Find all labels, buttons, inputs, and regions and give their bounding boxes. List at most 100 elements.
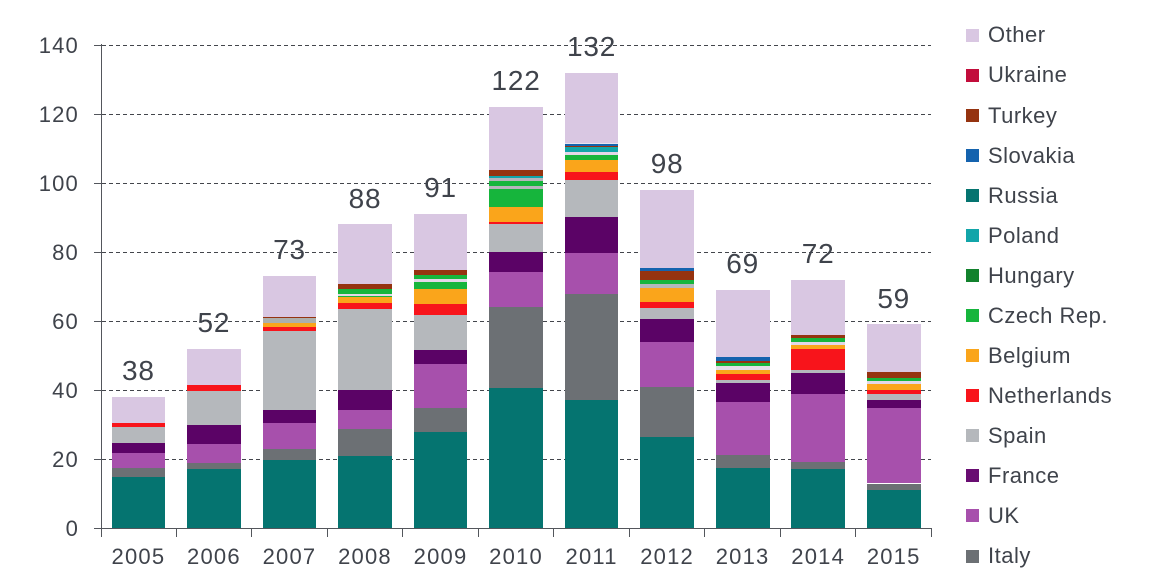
segment-2011-uk[interactable] [564, 253, 619, 295]
segment-2013-russia[interactable] [715, 467, 770, 528]
segment-2012-hungary[interactable] [640, 280, 694, 285]
segment-2010-netherlands[interactable] [489, 221, 543, 225]
segment-2013-netherlands[interactable] [715, 374, 770, 380]
segment-2015-spain[interactable] [866, 394, 921, 400]
segment-2008-turkey[interactable] [338, 284, 392, 289]
segment-2009-czech-rep-[interactable] [413, 281, 468, 289]
segment-2012-uk[interactable] [640, 342, 694, 388]
segment-2015-czech-rep-[interactable] [866, 380, 921, 385]
segment-2014-russia[interactable] [791, 468, 846, 528]
segment-2009-france[interactable] [413, 350, 468, 364]
segment-2006-france[interactable] [187, 425, 241, 445]
segment-2015-hungary[interactable] [866, 378, 921, 381]
segment-2010-russia[interactable] [489, 387, 543, 528]
segment-2012-netherlands[interactable] [640, 302, 694, 308]
segment-2014-czech-rep-[interactable] [791, 342, 846, 346]
segment-2008-czech-rep-[interactable] [338, 295, 392, 298]
segment-2011-hungary[interactable] [564, 151, 619, 155]
segment-2005-netherlands[interactable] [111, 423, 166, 427]
segment-2011-russia[interactable] [564, 400, 619, 528]
segment-2013-italy[interactable] [715, 454, 770, 468]
segment-2014-italy[interactable] [791, 462, 846, 469]
segment-2015-france[interactable] [866, 400, 921, 408]
segment-2007-netherlands[interactable] [262, 326, 317, 331]
segment-2008-italy[interactable] [338, 428, 392, 457]
segment-2008-hungary[interactable] [338, 288, 392, 294]
segment-2014-hungary[interactable] [791, 338, 846, 343]
segment-2007-belgium[interactable] [262, 323, 317, 327]
segment-2008-hungary[interactable] [338, 293, 392, 296]
bar-2014[interactable] [791, 279, 846, 528]
segment-2010-italy[interactable] [489, 306, 543, 388]
segment-2010-belgium[interactable] [489, 207, 543, 222]
segment-2008-other[interactable] [338, 224, 392, 285]
segment-2009-hungary[interactable] [413, 279, 468, 282]
segment-2013-france[interactable] [715, 383, 770, 403]
segment-2006-russia[interactable] [187, 469, 241, 528]
segment-2010-spain[interactable] [489, 224, 543, 253]
segment-2007-hungary[interactable] [262, 317, 317, 324]
segment-2007-other[interactable] [262, 276, 317, 317]
bar-2009[interactable] [413, 214, 468, 528]
segment-2015-other[interactable] [866, 324, 921, 373]
segment-2012-france[interactable] [640, 318, 694, 343]
segment-2010-france[interactable] [489, 252, 543, 273]
segment-2008-france[interactable] [338, 389, 392, 410]
segment-2011-belgium[interactable] [564, 159, 619, 172]
segment-2009-other[interactable] [413, 214, 468, 271]
segment-2009-turkey[interactable] [413, 270, 468, 276]
segment-2014-france[interactable] [791, 373, 846, 395]
segment-2015-netherlands[interactable] [866, 389, 921, 395]
segment-2007-turkey[interactable] [262, 316, 317, 318]
segment-2009-russia[interactable] [413, 432, 468, 528]
segment-2011-other[interactable] [564, 72, 619, 143]
bar-2015[interactable] [866, 324, 921, 528]
segment-2015-russia[interactable] [866, 490, 921, 528]
segment-2006-other[interactable] [187, 348, 241, 385]
segment-2008-russia[interactable] [338, 456, 392, 528]
segment-2012-russia[interactable] [640, 436, 694, 528]
bar-2007[interactable] [262, 276, 317, 528]
segment-2006-spain[interactable] [187, 391, 241, 426]
segment-2007-italy[interactable] [262, 448, 317, 461]
segment-2011-czech-rep-[interactable] [564, 154, 619, 160]
segment-2015-turkey[interactable] [866, 372, 921, 379]
segment-2007-spain[interactable] [262, 331, 317, 410]
segment-2010-hungary[interactable] [489, 178, 543, 182]
segment-2005-france[interactable] [111, 443, 166, 454]
segment-2012-belgium[interactable] [640, 288, 694, 303]
segment-2013-slovakia[interactable] [715, 356, 770, 362]
segment-2005-spain[interactable] [111, 426, 166, 444]
segment-2015-belgium[interactable] [866, 384, 921, 390]
segment-2012-spain[interactable] [640, 307, 694, 319]
segment-2014-uk[interactable] [791, 394, 846, 463]
segment-2009-hungary[interactable] [413, 275, 468, 280]
bar-2008[interactable] [338, 224, 392, 528]
bar-2011[interactable] [564, 72, 619, 528]
segment-2011-spain[interactable] [564, 179, 619, 218]
bar-2005[interactable] [111, 396, 166, 528]
segment-2011-slovakia[interactable] [564, 143, 619, 147]
segment-2006-uk[interactable] [187, 444, 241, 464]
bar-2012[interactable] [640, 189, 694, 528]
segment-2010-hungary[interactable] [489, 181, 543, 187]
segment-2014-other[interactable] [791, 279, 846, 335]
segment-2015-uk[interactable] [866, 407, 921, 484]
segment-2010-hungary[interactable] [489, 186, 543, 189]
segment-2013-czech-rep-[interactable] [715, 365, 770, 370]
segment-2011-netherlands[interactable] [564, 171, 619, 180]
segment-2007-france[interactable] [262, 409, 317, 423]
segment-2011-turkey[interactable] [564, 146, 619, 148]
segment-2015-italy[interactable] [866, 483, 921, 491]
bar-2010[interactable] [489, 107, 543, 528]
segment-2013-other[interactable] [715, 289, 770, 357]
segment-2011-italy[interactable] [564, 294, 619, 401]
bar-2006[interactable] [187, 348, 241, 528]
segment-2014-belgium[interactable] [791, 345, 846, 349]
segment-2006-netherlands[interactable] [187, 384, 241, 392]
segment-2007-russia[interactable] [262, 460, 317, 528]
segment-2009-belgium[interactable] [413, 288, 468, 304]
segment-2014-turkey[interactable] [791, 334, 846, 339]
segment-2012-italy[interactable] [640, 387, 694, 437]
segment-2008-belgium[interactable] [338, 297, 392, 304]
